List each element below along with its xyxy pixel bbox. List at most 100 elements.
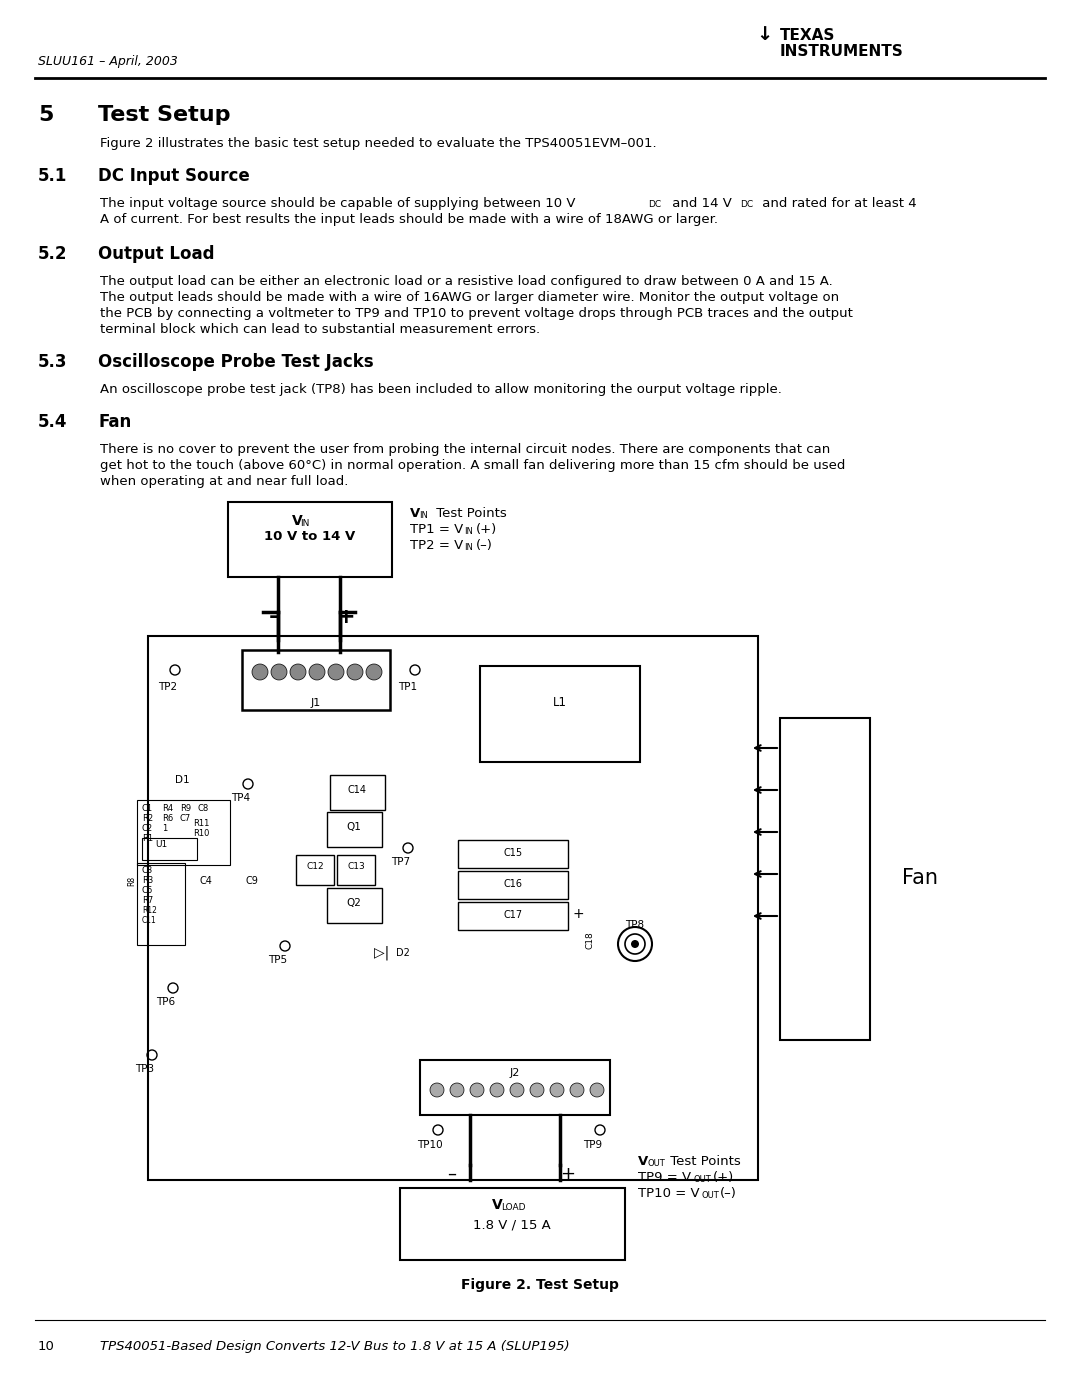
Text: IN: IN: [419, 511, 428, 520]
Text: +: +: [572, 907, 583, 921]
Circle shape: [309, 664, 325, 680]
Text: +: +: [561, 1165, 576, 1183]
Text: Q1: Q1: [347, 821, 362, 833]
Bar: [296, 855, 334, 886]
Text: DC: DC: [648, 200, 661, 210]
Text: TP10: TP10: [417, 1140, 443, 1150]
Text: V: V: [292, 514, 302, 528]
Text: The output leads should be made with a wire of 16AWG or larger diameter wire. Mo: The output leads should be made with a w…: [100, 291, 839, 305]
Circle shape: [271, 664, 287, 680]
Text: R11: R11: [193, 819, 210, 828]
Text: L1: L1: [553, 696, 567, 710]
Text: D1: D1: [175, 775, 189, 785]
Text: TP5: TP5: [269, 956, 287, 965]
Text: the PCB by connecting a voltmeter to TP9 and TP10 to prevent voltage drops throu: the PCB by connecting a voltmeter to TP9…: [100, 307, 853, 320]
Text: TEXAS: TEXAS: [780, 28, 835, 43]
Text: Fan: Fan: [902, 868, 939, 888]
Text: C13: C13: [347, 862, 365, 870]
Text: get hot to the touch (above 60°C) in normal operation. A small fan delivering mo: get hot to the touch (above 60°C) in nor…: [100, 460, 846, 472]
Circle shape: [252, 664, 268, 680]
Bar: [137, 800, 230, 865]
Text: TP8: TP8: [625, 921, 645, 930]
Text: Fan: Fan: [98, 414, 132, 432]
Text: TP2 = V: TP2 = V: [410, 539, 463, 552]
Text: C7: C7: [180, 814, 191, 823]
Text: C14: C14: [348, 785, 366, 795]
Text: (+): (+): [476, 522, 497, 536]
Text: C9: C9: [245, 876, 258, 886]
Text: 1.8 V / 15 A: 1.8 V / 15 A: [473, 1218, 551, 1231]
Text: ↓: ↓: [756, 25, 772, 43]
Text: ▷|: ▷|: [375, 944, 390, 960]
Text: TP9 = V: TP9 = V: [638, 1171, 691, 1185]
Circle shape: [631, 940, 639, 949]
Text: V: V: [638, 1155, 648, 1168]
Text: The output load can be either an electronic load or a resistive load configured : The output load can be either an electro…: [100, 275, 833, 288]
Text: R2: R2: [141, 814, 153, 823]
Text: OUT: OUT: [701, 1192, 719, 1200]
Circle shape: [550, 1083, 564, 1097]
Text: 5.4: 5.4: [38, 414, 67, 432]
Text: and rated for at least 4: and rated for at least 4: [758, 197, 917, 210]
Text: IN: IN: [464, 527, 473, 536]
Text: 1: 1: [162, 824, 167, 833]
Text: C12: C12: [307, 862, 324, 870]
Bar: [400, 1187, 625, 1260]
Text: U1: U1: [156, 840, 167, 849]
Circle shape: [328, 664, 345, 680]
Bar: [242, 650, 390, 710]
Text: TP3: TP3: [135, 1065, 154, 1074]
Text: Test Points: Test Points: [666, 1155, 741, 1168]
Text: J2: J2: [510, 1067, 521, 1078]
Text: Figure 2. Test Setup: Figure 2. Test Setup: [461, 1278, 619, 1292]
Text: V: V: [492, 1199, 503, 1213]
Text: TP9: TP9: [583, 1140, 603, 1150]
Text: TP4: TP4: [231, 793, 251, 803]
Text: C4: C4: [200, 876, 213, 886]
Text: Q2: Q2: [347, 898, 362, 908]
Text: D2: D2: [396, 949, 410, 958]
Text: Test Setup: Test Setup: [98, 105, 230, 124]
Bar: [337, 855, 375, 886]
Text: TP7: TP7: [391, 856, 410, 868]
Text: DC Input Source: DC Input Source: [98, 168, 249, 184]
Bar: [458, 902, 568, 930]
Bar: [330, 775, 384, 810]
Circle shape: [470, 1083, 484, 1097]
Text: (–): (–): [720, 1187, 737, 1200]
Bar: [228, 502, 392, 577]
Circle shape: [291, 664, 306, 680]
Text: OUT: OUT: [647, 1160, 665, 1168]
Circle shape: [530, 1083, 544, 1097]
Text: Output Load: Output Load: [98, 244, 215, 263]
Text: R12: R12: [141, 907, 157, 915]
Text: R4: R4: [162, 805, 173, 813]
Text: An oscilloscope probe test jack (TP8) has been included to allow monitoring the : An oscilloscope probe test jack (TP8) ha…: [100, 383, 782, 395]
Text: Test Points: Test Points: [432, 507, 507, 520]
Text: TPS40051-Based Design Converts 12-V Bus to 1.8 V at 15 A (SLUP195): TPS40051-Based Design Converts 12-V Bus …: [100, 1340, 569, 1354]
Text: 10 V to 14 V: 10 V to 14 V: [265, 529, 355, 543]
Text: 5.1: 5.1: [38, 168, 67, 184]
Text: Oscilloscope Probe Test Jacks: Oscilloscope Probe Test Jacks: [98, 353, 374, 372]
Circle shape: [590, 1083, 604, 1097]
Text: C8: C8: [198, 805, 210, 813]
Circle shape: [347, 664, 363, 680]
Text: and 14 V: and 14 V: [669, 197, 732, 210]
Text: C1: C1: [141, 805, 153, 813]
Text: TP2: TP2: [159, 682, 177, 692]
Text: C3: C3: [141, 866, 153, 875]
Bar: [137, 863, 185, 944]
Text: C11: C11: [141, 916, 157, 925]
Text: LOAD: LOAD: [501, 1203, 526, 1213]
Text: +: +: [337, 608, 355, 627]
Text: R10: R10: [193, 828, 210, 838]
Text: C18: C18: [585, 932, 594, 949]
Text: SLUU161 – April, 2003: SLUU161 – April, 2003: [38, 54, 178, 68]
Text: 5.3: 5.3: [38, 353, 67, 372]
Text: R6: R6: [162, 814, 173, 823]
Text: TP6: TP6: [157, 997, 176, 1007]
Text: Figure 2 illustrates the basic test setup needed to evaluate the TPS40051EVM–001: Figure 2 illustrates the basic test setu…: [100, 137, 657, 149]
Text: IN: IN: [464, 543, 473, 552]
Bar: [327, 812, 382, 847]
Text: C6: C6: [141, 886, 153, 895]
